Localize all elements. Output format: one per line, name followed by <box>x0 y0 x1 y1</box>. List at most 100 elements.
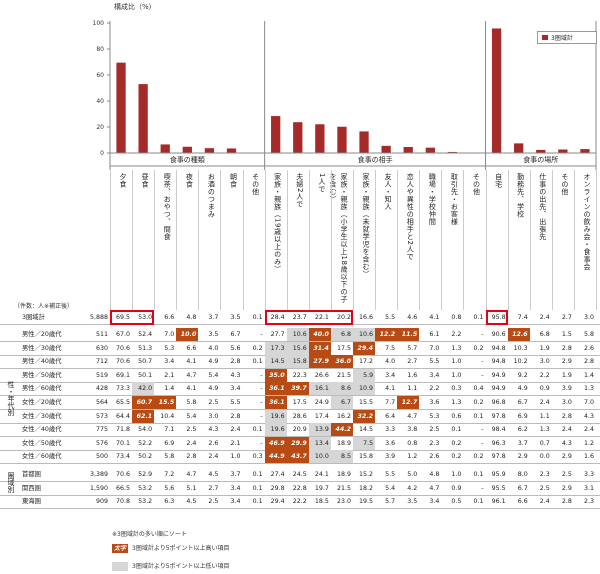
bar <box>536 149 546 153</box>
table-cell: 7.5 <box>353 436 376 450</box>
table-cell: 3.5 <box>407 498 418 506</box>
row-label: 男性／50歳代 <box>22 371 62 379</box>
category-label: 職場・学校仲間 <box>428 173 437 226</box>
table-cell: 50.2 <box>138 453 153 461</box>
table-cell: 2.6 <box>429 453 440 461</box>
row-count: 428 <box>95 385 108 393</box>
table-cell: 3.7 <box>230 471 241 478</box>
table-cell: 0.2 <box>473 453 484 461</box>
bar <box>514 143 524 153</box>
column-divider <box>242 170 244 310</box>
row-count: 775 <box>95 426 108 434</box>
table-cell: 6.7 <box>517 399 528 406</box>
table-cell: 18.5 <box>314 498 329 506</box>
table-cell: 2.8 <box>561 344 572 352</box>
table-cell: 96.8 <box>491 399 506 406</box>
table-cell: 97.8 <box>491 412 506 420</box>
table-cell: 3.4 <box>164 358 175 366</box>
table-cell: 95.5 <box>491 484 506 492</box>
table-cell: - <box>481 371 484 379</box>
table-cell: 90.6 <box>491 331 506 338</box>
table-cell: 0.1 <box>473 498 484 506</box>
table-cell: 4.7 <box>407 412 418 420</box>
table-cell: 2.8 <box>561 412 572 420</box>
table-cell: 5.7 <box>385 498 396 506</box>
table-cell: - <box>260 371 263 379</box>
table-cell: 5.9 <box>353 368 376 382</box>
table-cell: - <box>481 331 484 338</box>
table-cell: - <box>481 439 484 447</box>
table-cell: 4.1 <box>186 358 197 366</box>
row-count: 519 <box>95 371 108 379</box>
table-cell: 12.7 <box>397 396 420 409</box>
category-label: 勤務先、学校 <box>516 173 525 218</box>
row-count: 573 <box>95 412 108 420</box>
table-cell: 2.9 <box>561 484 572 492</box>
table-cell: 2.8 <box>230 412 241 420</box>
table-cell: 6.2 <box>517 426 528 434</box>
table-cell: 16.2 <box>336 412 351 420</box>
table-cell: 0.9 <box>539 385 550 393</box>
column-divider <box>132 170 134 310</box>
table-cell: - <box>481 358 484 366</box>
column-divider <box>110 170 111 310</box>
table-cell: 21.5 <box>336 371 351 379</box>
category-label: 家族・親族（19歳以上のみ） <box>273 173 282 273</box>
column-divider <box>286 170 288 310</box>
table-cell: 0.6 <box>451 412 462 420</box>
table-cell: 8.0 <box>517 471 528 478</box>
top-value-highlight <box>110 310 155 325</box>
table-cell: 1.9 <box>539 344 550 352</box>
table-cell: 29.9 <box>286 436 309 450</box>
table-cell: 5.4 <box>208 371 219 379</box>
table-cell: 54.0 <box>138 426 153 434</box>
table-cell: 27.7 <box>270 331 285 338</box>
table-cell: 16.6 <box>359 314 374 321</box>
table-cell: 5.5 <box>429 358 440 366</box>
table-cell: 24.5 <box>292 471 307 478</box>
table-cell: 0.1 <box>252 498 263 506</box>
table-cell: 20.9 <box>292 426 307 434</box>
table-cell: 0.2 <box>451 453 462 461</box>
row-border <box>0 494 600 496</box>
table-cell: 4.7 <box>186 471 197 478</box>
table-cell: 3.3 <box>583 471 594 478</box>
table-cell: 18.2 <box>359 484 374 492</box>
row-border <box>0 395 600 397</box>
table-cell: 24.9 <box>314 399 329 406</box>
table-cell: 1.0 <box>451 371 462 379</box>
table-cell: 3.4 <box>429 498 440 506</box>
bar <box>315 124 325 153</box>
bar <box>381 145 391 153</box>
table-cell: 13.9 <box>308 423 331 437</box>
table-cell: 32.2 <box>353 409 376 423</box>
table-cell: 15.8 <box>359 453 374 461</box>
column-divider <box>353 170 354 310</box>
column-divider <box>176 170 178 310</box>
table-cell: 62.1 <box>132 409 155 423</box>
table-cell: 1.2 <box>407 453 418 461</box>
group-label: 食事の種類 <box>170 155 205 164</box>
table-cell: 94.8 <box>491 358 506 366</box>
table-cell: 50.7 <box>138 358 153 366</box>
row-border <box>0 481 600 482</box>
table-cell: 35.0 <box>264 368 287 382</box>
row-count: 500 <box>95 453 108 461</box>
table-cell: 50.1 <box>138 371 153 379</box>
table-cell: 3.4 <box>230 385 241 393</box>
table-cell: 3.6 <box>385 439 396 447</box>
table-cell: 3.0 <box>561 399 572 406</box>
bar <box>491 28 502 153</box>
table-cell: 6.7 <box>330 396 353 409</box>
table-cell: 14.5 <box>264 355 287 369</box>
table-cell: 40.0 <box>308 328 331 341</box>
table-cell: 5.6 <box>164 484 175 492</box>
table-cell: 39.7 <box>286 382 309 396</box>
column-divider <box>154 170 156 310</box>
bar <box>337 126 347 153</box>
column-divider <box>485 170 487 310</box>
table-cell: 70.6 <box>116 471 131 478</box>
table-cell: 6.7 <box>517 484 528 492</box>
table-cell: 2.4 <box>583 426 594 434</box>
table-cell: 94.9 <box>491 371 506 379</box>
